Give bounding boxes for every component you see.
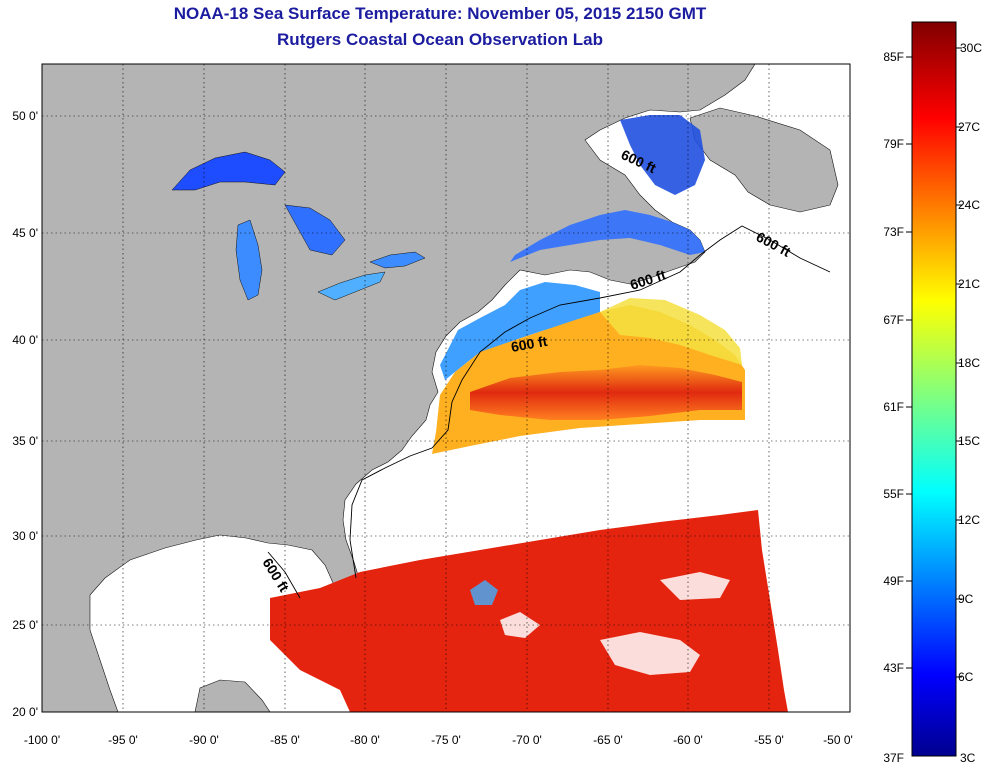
colorbar-c-label: 24C bbox=[958, 198, 980, 212]
colorbar-c-label: 21C bbox=[958, 277, 980, 291]
colorbar-f-label: 73F bbox=[883, 225, 904, 239]
lon-tick-label: -55 0' bbox=[754, 733, 784, 747]
lon-tick-label: -60 0' bbox=[673, 733, 703, 747]
lake-michigan bbox=[235, 219, 263, 301]
lon-tick-label: -90 0' bbox=[189, 733, 219, 747]
lon-tick-label: -100 0' bbox=[24, 733, 60, 747]
colorbar-f-label: 79F bbox=[883, 137, 904, 151]
lon-tick-label: -95 0' bbox=[108, 733, 138, 747]
colorbar-c-label: 27C bbox=[958, 120, 980, 134]
sst-cool-patch bbox=[470, 580, 498, 605]
colorbar-f-label: 85F bbox=[883, 50, 904, 64]
map-subtitle: Rutgers Coastal Ocean Observation Lab bbox=[277, 30, 603, 49]
colorbar-f-label: 37F bbox=[883, 751, 904, 765]
sst-clouds bbox=[500, 572, 730, 675]
contour-label: 600 ft bbox=[510, 333, 549, 355]
colorbar-f-label: 61F bbox=[883, 400, 904, 414]
isobath-600ft bbox=[267, 225, 831, 599]
lon-tick-label: -70 0' bbox=[512, 733, 542, 747]
colorbar-f-label: 67F bbox=[883, 313, 904, 327]
colorbar-c-label: 9C bbox=[958, 592, 974, 606]
colorbar-c-label: 15C bbox=[958, 434, 980, 448]
lat-tick-label: 20 0' bbox=[12, 705, 38, 719]
lat-tick-label: 30 0' bbox=[12, 529, 38, 543]
lat-tick-label: 50 0' bbox=[12, 109, 38, 123]
colorbar-c-label: 30C bbox=[960, 41, 982, 55]
lake-huron bbox=[284, 204, 346, 256]
lake-erie bbox=[317, 271, 386, 301]
lon-tick-label: -75 0' bbox=[431, 733, 461, 747]
colorbar-c-label: 6C bbox=[958, 670, 974, 684]
colorbar-c-label: 12C bbox=[958, 513, 980, 527]
lake-ontario bbox=[369, 251, 426, 269]
colorbar-f-label: 49F bbox=[883, 574, 904, 588]
sst-yellow-band bbox=[600, 298, 742, 365]
colorbar-c-label: 18C bbox=[958, 356, 980, 370]
colorbar bbox=[911, 21, 957, 757]
lat-tick-label: 25 0' bbox=[12, 618, 38, 632]
lon-tick-label: -65 0' bbox=[593, 733, 623, 747]
map-grid bbox=[42, 64, 850, 712]
sst-slope-water bbox=[440, 282, 600, 380]
sst-gulf-st-lawrence bbox=[620, 115, 705, 195]
colorbar-c-label: 3C bbox=[960, 751, 976, 765]
land-yucatan bbox=[194, 679, 271, 712]
lat-tick-label: 40 0' bbox=[12, 333, 38, 347]
lat-tick-label: 45 0' bbox=[12, 226, 38, 240]
colorbar-f-label: 43F bbox=[883, 661, 904, 675]
sst-nova-scotia bbox=[510, 210, 705, 262]
lon-tick-label: -85 0' bbox=[270, 733, 300, 747]
colorbar-f-label: 55F bbox=[883, 487, 904, 501]
map-title: NOAA-18 Sea Surface Temperature: Novembe… bbox=[173, 4, 707, 23]
lon-tick-label: -80 0' bbox=[350, 733, 380, 747]
lat-tick-label: 35 0' bbox=[12, 434, 38, 448]
sst-gulf-stream bbox=[470, 365, 742, 420]
lon-tick-label: -50 0' bbox=[823, 733, 853, 747]
land-newfoundland bbox=[689, 107, 839, 213]
